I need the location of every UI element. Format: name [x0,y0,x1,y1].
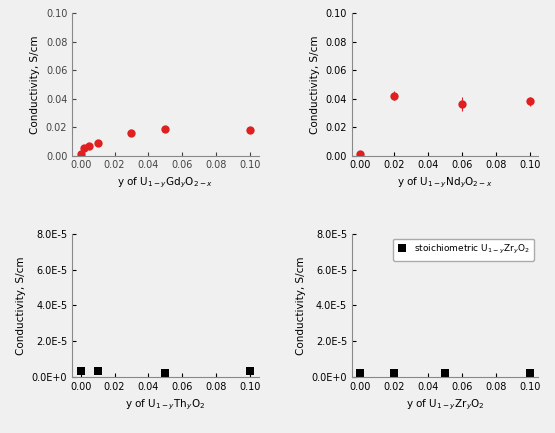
X-axis label: y of U$_{1-y}$Th$_y$O$_{2}$: y of U$_{1-y}$Th$_y$O$_{2}$ [125,397,205,411]
Y-axis label: Conductivity, S/cm: Conductivity, S/cm [296,256,306,355]
stoichiometric U$_{1-y}$Zr$_y$O$_{2}$ [391,371,397,376]
Y-axis label: Conductivity, S/cm: Conductivity, S/cm [16,256,26,355]
Line: stoichiometric U$_{1-y}$Zr$_y$O$_{2}$: stoichiometric U$_{1-y}$Zr$_y$O$_{2}$ [356,369,534,377]
X-axis label: y of U$_{1-y}$Zr$_y$O$_{2}$: y of U$_{1-y}$Zr$_y$O$_{2}$ [406,397,485,411]
stoichiometric U$_{1-y}$Zr$_y$O$_{2}$ [442,371,448,376]
X-axis label: y of U$_{1-y}$Gd$_y$O$_{2-x}$: y of U$_{1-y}$Gd$_y$O$_{2-x}$ [117,176,214,191]
Y-axis label: Conductivity, S/cm: Conductivity, S/cm [310,35,320,133]
Legend: stoichiometric U$_{1-y}$Zr$_y$O$_{2}$: stoichiometric U$_{1-y}$Zr$_y$O$_{2}$ [393,239,534,261]
X-axis label: y of U$_{1-y}$Nd$_y$O$_{2-x}$: y of U$_{1-y}$Nd$_y$O$_{2-x}$ [397,176,493,191]
stoichiometric U$_{1-y}$Zr$_y$O$_{2}$ [527,371,533,376]
Y-axis label: Conductivity, S/cm: Conductivity, S/cm [30,35,40,133]
stoichiometric U$_{1-y}$Zr$_y$O$_{2}$ [357,371,364,376]
